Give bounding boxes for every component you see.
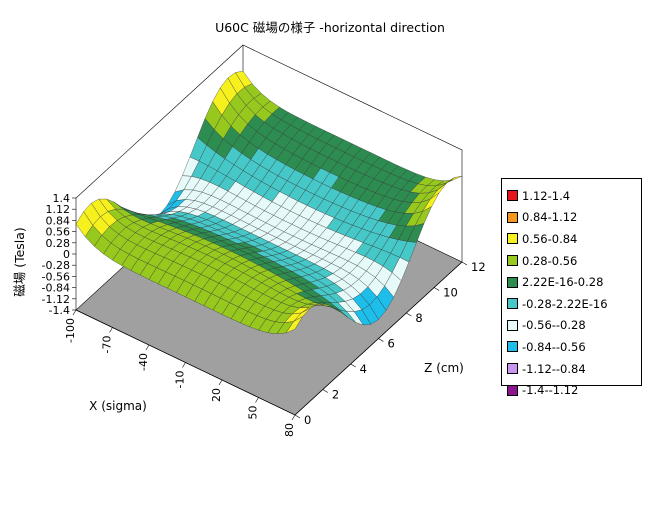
- legend-label: -1.4--1.12: [522, 383, 579, 398]
- z-tick-label: 0.56: [46, 226, 71, 239]
- z-tick-label: 1.12: [46, 203, 71, 216]
- y-tick: [406, 312, 412, 317]
- z-tick-label: -0.28: [42, 259, 70, 272]
- legend-swatch: [507, 319, 518, 331]
- y-tick: [461, 261, 468, 266]
- x-tick: [218, 379, 223, 386]
- z-tick-label: -1.4: [49, 304, 70, 317]
- y-axis-label: Z (cm): [424, 361, 464, 375]
- legend-label: 0.56-0.84: [522, 231, 578, 246]
- y-tick-label: 10: [443, 286, 458, 300]
- y-tick-label: 4: [360, 362, 367, 376]
- legend-item: 0.84-1.12: [507, 207, 641, 229]
- legend-item: 2.22E-16-0.28: [507, 271, 641, 293]
- legend-label: 1.12-1.4: [522, 188, 571, 203]
- x-axis-label: X (sigma): [89, 399, 147, 413]
- legend-swatch: [507, 190, 518, 202]
- legend-swatch: [507, 233, 518, 245]
- legend-label: -0.84--0.56: [522, 339, 586, 354]
- x-tick: [182, 362, 186, 368]
- legend-item: -0.56--0.28: [507, 315, 641, 337]
- x-tick: [109, 327, 113, 333]
- x-tick-label: 50: [247, 406, 260, 420]
- z-tick-label: 0: [63, 248, 70, 261]
- legend-item: 0.28-0.56: [507, 250, 641, 272]
- x-tick: [291, 414, 296, 421]
- legend-swatch: [507, 276, 518, 288]
- legend-swatch: [507, 255, 518, 267]
- y-tick: [350, 363, 356, 368]
- y-tick-label: 0: [304, 413, 311, 427]
- z-tick-label: 0.28: [46, 237, 71, 250]
- legend-item: 0.56-0.84: [507, 228, 641, 250]
- legend-label: 2.22E-16-0.28: [522, 275, 604, 290]
- y-tick: [294, 414, 301, 419]
- x-tick: [145, 344, 150, 351]
- y-tick-label: 8: [415, 311, 422, 325]
- legend-swatch: [507, 211, 518, 223]
- legend-swatch: [507, 384, 518, 396]
- legend-label: -0.56--0.28: [522, 318, 586, 333]
- legend-swatch: [507, 341, 518, 353]
- z-tick-label: 0.84: [46, 214, 71, 227]
- legend-item: -0.84--0.56: [507, 336, 641, 358]
- legend: 1.12-1.4 0.84-1.12 0.56-0.84 0.28-0.56 2.22E…: [501, 178, 642, 397]
- chart-title: U60C 磁場の様子 -horizontal direction: [215, 20, 445, 35]
- y-tick-label: 2: [332, 388, 339, 402]
- legend-item: 1.12-1.4: [507, 185, 641, 207]
- legend-swatch: [507, 298, 518, 310]
- x-tick-label: -10: [174, 371, 187, 389]
- surface-cell: [75, 211, 93, 238]
- x-tick-label: -40: [137, 353, 150, 371]
- y-tick: [434, 287, 440, 291]
- z-tick-label: -0.56: [42, 270, 70, 283]
- z-tick-label: 1.4: [53, 192, 71, 205]
- legend-item: -1.12--0.84: [507, 358, 641, 380]
- y-tick-label: 6: [388, 337, 395, 351]
- legend-label: 0.84-1.12: [522, 210, 578, 225]
- legend-label: -1.12--0.84: [522, 361, 586, 376]
- x-tick-label: -70: [101, 336, 114, 354]
- y-tick-label: 12: [471, 260, 486, 274]
- z-axis-label: 磁場 (Tesla): [12, 227, 27, 297]
- legend-swatch: [507, 363, 518, 375]
- z-tick-label: -1.12: [42, 293, 70, 306]
- y-tick: [322, 389, 328, 393]
- legend-label: 0.28-0.56: [522, 253, 578, 268]
- x-tick-label: 80: [283, 423, 296, 437]
- y-tick: [378, 338, 384, 342]
- legend-item: -0.28-2.22E-16: [507, 293, 641, 315]
- x-tick: [255, 397, 259, 403]
- x-tick-label: 20: [210, 388, 223, 402]
- z-tick-label: -0.84: [42, 282, 70, 295]
- x-tick: [72, 309, 77, 316]
- legend-label: -0.28-2.22E-16: [522, 296, 608, 311]
- x-tick-label: -100: [64, 318, 77, 343]
- legend-item: -1.4--1.12: [507, 379, 641, 401]
